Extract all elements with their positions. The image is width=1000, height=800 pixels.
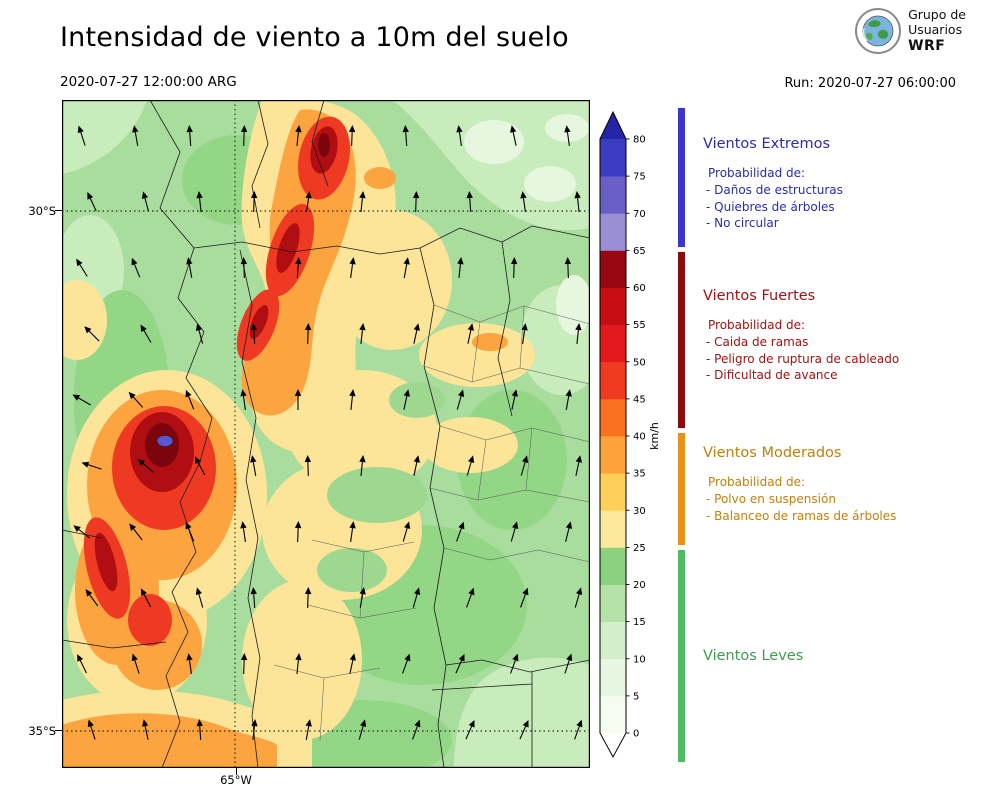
logo-text-line2: Usuarios [908, 21, 963, 37]
legend-prob-label: Probabilidad de: [708, 166, 806, 180]
svg-text:55: 55 [633, 320, 646, 331]
legend-section-leves: Vientos Leves [703, 648, 978, 678]
legend-section-fuertes: Vientos Fuertes Probabilidad de: - Caida… [703, 288, 978, 384]
wrf-logo: Grupo de Usuarios WRF [855, 7, 966, 54]
legend-title-fuertes: Vientos Fuertes [703, 288, 816, 304]
svg-text:35: 35 [633, 469, 646, 480]
svg-text:75: 75 [633, 172, 646, 183]
svg-text:45: 45 [633, 394, 646, 405]
legend-item: - Balanceo de ramas de árboles [706, 508, 897, 523]
run-time-label: Run: 2020-07-27 06:00:00 [784, 76, 956, 91]
valid-time-label: 2020-07-27 12:00:00 ARG [60, 74, 237, 90]
svg-text:km/h: km/h [648, 422, 661, 450]
svg-text:50: 50 [633, 357, 646, 368]
page-title: Intensidad de viento a 10m del suelo [60, 22, 569, 53]
legend-item: - No circular [706, 216, 779, 230]
wind-field-layer [62, 100, 590, 768]
colorbar: 0 5 10 15 20 25 30 35 40 45 50 55 60 65 70 75 80 km/h [599, 110, 661, 759]
province-borders [62, 100, 590, 768]
legend-bar-leves [678, 550, 685, 762]
legend-prob-label: Probabilidad de: [708, 475, 806, 489]
svg-text:80: 80 [633, 135, 646, 146]
x-tick-65W: 65°W [220, 773, 252, 787]
wind-arrows-layer [72, 125, 583, 741]
svg-text:20: 20 [633, 580, 646, 591]
wind-intensity-map [62, 100, 590, 768]
legend-item: - Daños de estructuras [706, 183, 843, 197]
svg-text:5: 5 [633, 691, 639, 702]
legend-title-leves: Vientos Leves [703, 648, 804, 664]
extreme-wind-spot [156, 435, 174, 447]
legend-item: - Peligro de ruptura de cableado [706, 351, 900, 366]
y-axis-tickmark-35 [55, 730, 62, 731]
y-tick-30S: 30°S [28, 204, 56, 218]
legend-bar-moderados [678, 433, 685, 545]
legend-bar-extremos [678, 108, 685, 247]
legend-item: - Caida de ramas [706, 335, 809, 349]
legend-title-moderados: Vientos Moderados [703, 445, 842, 461]
legend-section-extremos: Vientos Extremos Probabilidad de: - Daño… [703, 136, 978, 232]
logo-text-line1: Grupo de [908, 7, 966, 22]
svg-text:15: 15 [633, 617, 646, 628]
legend-section-moderados: Vientos Moderados Probabilidad de: - Pol… [703, 445, 978, 524]
y-tick-35S: 35°S [28, 724, 56, 738]
y-axis-tickmark-30 [55, 210, 62, 211]
svg-text:30: 30 [633, 506, 646, 517]
x-axis-tickmark-65 [236, 768, 237, 775]
district-borders [273, 304, 590, 741]
logo-text-wrf: WRF [908, 37, 946, 54]
svg-text:65: 65 [633, 246, 646, 257]
globe-icon [855, 8, 902, 54]
graticule [62, 100, 590, 768]
legend-item: - Quiebres de árboles [706, 199, 835, 214]
svg-text:10: 10 [633, 654, 646, 665]
svg-text:0: 0 [633, 729, 639, 740]
legend-prob-label: Probabilidad de: [708, 318, 806, 332]
legend-title-extremos: Vientos Extremos [703, 136, 831, 152]
logo-text: Grupo de Usuarios WRF [908, 7, 966, 54]
svg-text:60: 60 [633, 283, 646, 294]
svg-text:70: 70 [633, 209, 646, 220]
map-frame [62, 100, 590, 768]
svg-text:40: 40 [633, 432, 646, 443]
legend-item: - Polvo en suspensión [706, 492, 836, 506]
legend-item: - Dificultad de avance [706, 368, 838, 382]
legend-bar-fuertes [678, 252, 685, 428]
svg-text:25: 25 [633, 543, 646, 554]
